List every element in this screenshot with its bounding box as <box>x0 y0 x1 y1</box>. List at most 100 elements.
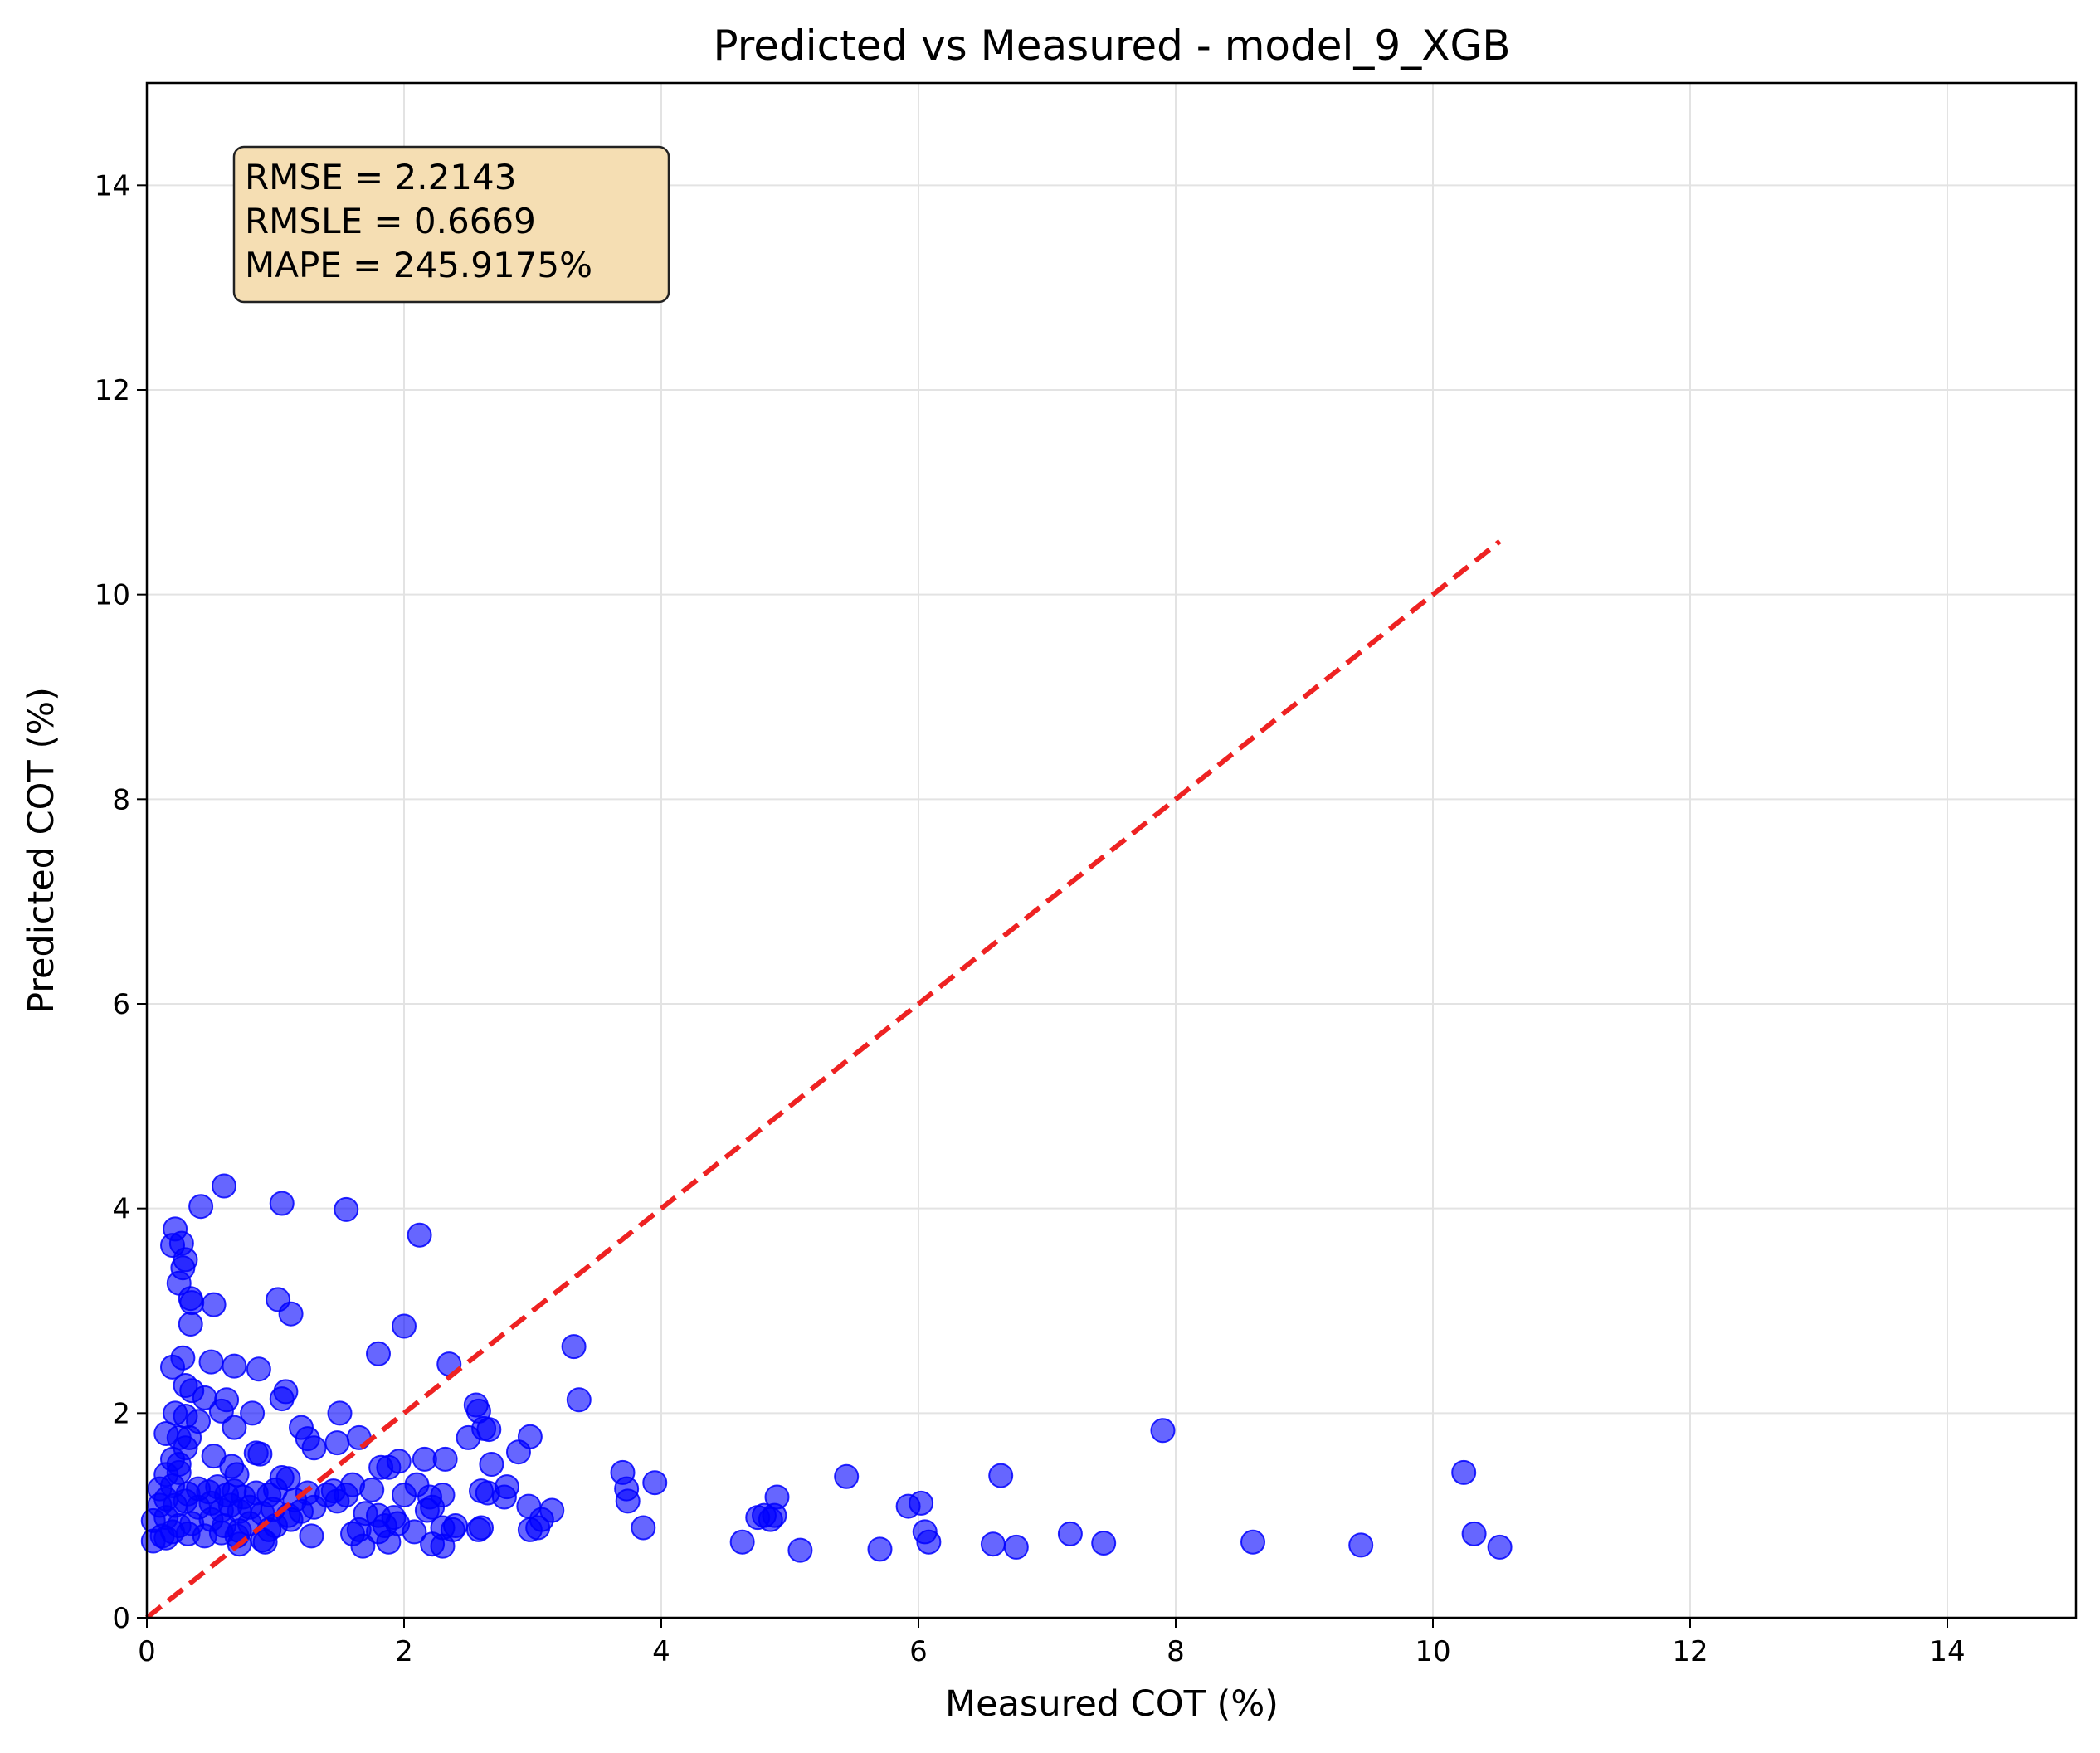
x-axis-ticks: 0 2 4 6 8 10 12 14 <box>138 1618 1966 1668</box>
data-point <box>301 1435 327 1461</box>
x-tick-label: 10 <box>1415 1635 1450 1668</box>
data-point <box>376 1529 402 1555</box>
data-point <box>469 1515 494 1541</box>
data-point <box>247 1441 273 1467</box>
data-point <box>160 1354 185 1380</box>
data-point <box>1240 1529 1265 1555</box>
identity-reference-line <box>145 539 1502 1620</box>
data-point <box>420 1494 446 1520</box>
x-tick-label: 0 <box>138 1635 156 1668</box>
data-point <box>834 1463 860 1489</box>
x-axis-label: Measured COT (%) <box>945 1683 1279 1725</box>
x-tick-label: 8 <box>1167 1635 1185 1668</box>
data-point <box>539 1497 565 1523</box>
data-point <box>980 1531 1006 1557</box>
data-point <box>301 1494 327 1520</box>
data-point <box>1487 1534 1513 1560</box>
data-point <box>208 1398 234 1424</box>
data-point <box>386 1449 412 1474</box>
y-tick-label: 14 <box>95 169 130 202</box>
data-point <box>212 1173 236 1199</box>
y-axis-label: Predicted COT (%) <box>21 687 62 1014</box>
data-point <box>350 1533 376 1559</box>
data-point <box>402 1519 427 1545</box>
data-point <box>787 1537 813 1563</box>
data-point <box>366 1341 391 1366</box>
metrics-box: RMSE = 2.2143 RMSLE = 0.6669 MAPE = 245.… <box>232 145 670 304</box>
data-point <box>346 1424 372 1450</box>
data-point <box>1003 1534 1029 1560</box>
data-point <box>201 1292 227 1317</box>
y-tick-label: 6 <box>112 988 130 1021</box>
data-point <box>278 1301 304 1327</box>
data-point <box>1150 1418 1176 1444</box>
data-point <box>476 1417 502 1443</box>
data-point <box>479 1452 504 1477</box>
metric-rmse: RMSE = 2.2143 <box>245 157 516 197</box>
data-point <box>222 1353 247 1379</box>
x-tick-label: 6 <box>909 1635 928 1668</box>
y-tick-label: 0 <box>112 1602 130 1635</box>
data-point <box>615 1488 641 1514</box>
data-point <box>278 1507 304 1532</box>
data-point <box>359 1477 385 1502</box>
data-point <box>273 1379 299 1405</box>
data-point <box>1461 1521 1487 1546</box>
data-point <box>909 1490 934 1516</box>
data-point <box>430 1533 456 1559</box>
y-tick-label: 4 <box>112 1193 130 1226</box>
data-point <box>178 1312 203 1337</box>
data-point <box>299 1523 324 1549</box>
y-tick-label: 2 <box>112 1397 130 1430</box>
data-point <box>327 1400 353 1426</box>
data-point <box>392 1313 417 1339</box>
data-point <box>392 1483 417 1507</box>
data-point <box>153 1525 179 1551</box>
data-point <box>179 1290 205 1316</box>
data-point <box>334 1196 359 1222</box>
data-point <box>642 1470 668 1496</box>
data-point <box>729 1529 755 1555</box>
data-point <box>1091 1530 1117 1556</box>
data-point <box>1451 1459 1477 1485</box>
plot-frame <box>145 81 2078 1619</box>
data-point <box>198 1349 224 1375</box>
x-tick-label: 12 <box>1672 1635 1708 1668</box>
data-point <box>916 1529 942 1555</box>
data-point <box>1348 1532 1374 1558</box>
data-point <box>269 1191 295 1216</box>
data-point <box>222 1415 247 1440</box>
y-axis-ticks: 0 2 4 6 8 10 12 14 <box>95 169 147 1635</box>
x-tick-label: 14 <box>1929 1635 1965 1668</box>
data-point <box>324 1488 350 1514</box>
data-point <box>456 1424 481 1450</box>
y-tick-label: 12 <box>95 374 130 407</box>
metric-mape: MAPE = 245.9175% <box>245 245 592 285</box>
data-point <box>561 1334 587 1360</box>
metrics-box-background <box>232 145 670 304</box>
data-point <box>240 1400 266 1426</box>
data-points <box>140 1173 1513 1563</box>
data-point <box>407 1222 432 1248</box>
y-tick-label: 8 <box>112 783 130 816</box>
data-point <box>867 1536 893 1562</box>
data-point <box>188 1194 214 1220</box>
data-point <box>246 1356 271 1382</box>
y-tick-label: 10 <box>95 579 130 612</box>
data-point <box>988 1463 1014 1488</box>
grid-lines <box>147 83 2076 1618</box>
x-tick-label: 2 <box>395 1635 413 1668</box>
data-point <box>412 1446 437 1472</box>
data-point <box>491 1484 517 1510</box>
data-point <box>566 1387 592 1413</box>
data-point <box>252 1529 278 1555</box>
data-point <box>525 1515 551 1541</box>
metric-rmsle: RMSLE = 0.6669 <box>245 201 536 241</box>
chart-title: Predicted vs Measured - model_9_XGB <box>713 22 1510 70</box>
data-point <box>631 1515 656 1541</box>
data-point <box>324 1430 350 1456</box>
data-point <box>1057 1521 1083 1546</box>
data-point <box>762 1502 787 1528</box>
x-tick-label: 4 <box>652 1635 670 1668</box>
